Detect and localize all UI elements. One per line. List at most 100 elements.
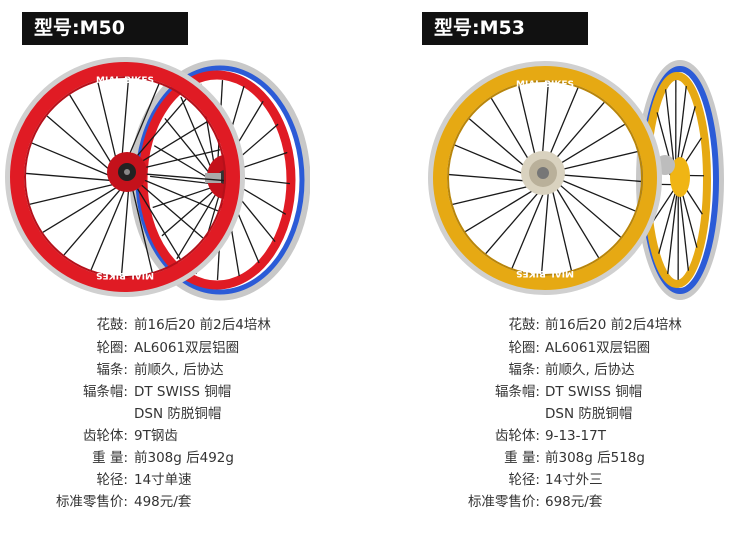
spec-value: 698元/套 (545, 494, 603, 510)
spoke (69, 94, 116, 171)
spoke (176, 191, 218, 260)
spec-row: 轮径: 14寸单速 (0, 469, 375, 491)
spec-label: 花鼓: (508, 317, 540, 333)
spoke (124, 83, 160, 166)
spoke (153, 145, 212, 181)
spec-value: 前16后20 前2后4培林 (545, 317, 682, 333)
spec-row: 标准零售价: 498元/套 (0, 491, 375, 513)
spec-row: 花鼓: 前16后20 前2后4培林 (375, 314, 750, 336)
product-card-m50: 型号:M50 MIAL BIKES MIAL BIKES 花鼓: 前16后20 前… (0, 12, 375, 513)
spoke (452, 184, 536, 206)
spoke (553, 184, 600, 258)
front-wheel: MIAL BIKES MIAL BIKES (428, 61, 662, 295)
spoke (485, 188, 542, 255)
spoke (136, 172, 224, 182)
spec-row: 花鼓: 前16后20 前2后4培林 (0, 314, 375, 336)
spoke (131, 121, 208, 168)
spec-row: 辐条帽: DT SWISS 铜帽 (375, 381, 750, 403)
spoke (667, 191, 678, 275)
spec-row: 轮径: 14寸外三 (375, 469, 750, 491)
spoke (664, 89, 676, 172)
spec-label: 重 量: (92, 450, 128, 466)
spec-value: DT SWISS 铜帽 (545, 384, 643, 400)
model-title: 型号:M50 (22, 12, 188, 45)
spec-value: 前308g 后518g (545, 450, 645, 466)
spec-value: 14寸外三 (545, 472, 603, 488)
spoke (120, 78, 130, 166)
spec-row: 重 量: 前308g 后492g (0, 447, 375, 469)
spoke (540, 188, 550, 274)
spec-value: 前顺久, 后协达 (545, 362, 635, 378)
rim-brand-bottom: MIAL BIKES (96, 270, 154, 280)
spec-value: DSN 防脱铜帽 (134, 406, 222, 422)
spec-label: 标准零售价: (467, 494, 540, 510)
spec-value: AL6061双层铝圈 (545, 340, 651, 356)
spec-row: 辐条: 前顺久, 后协达 (0, 359, 375, 381)
spoke (26, 172, 114, 182)
rim-brand-bottom: MIAL BIKES (516, 268, 574, 278)
spoke (31, 142, 114, 178)
spec-value: 前308g 后492g (134, 450, 234, 466)
spoke (678, 188, 690, 271)
spec-value: 498元/套 (134, 494, 192, 510)
spoke (134, 183, 181, 260)
spec-row: 齿轮体: 9T钢齿 (0, 425, 375, 447)
spec-label: 轮径: (508, 472, 540, 488)
spoke (152, 186, 214, 209)
spec-label: 轮径: (96, 472, 128, 488)
spoke (556, 177, 636, 212)
rim-brand-top: MIAL BIKES (96, 76, 154, 86)
spec-row: 轮圈: AL6061双层铝圈 (375, 337, 750, 359)
spoke (511, 189, 546, 269)
spoke (658, 190, 677, 254)
spoke (465, 186, 539, 233)
spoke (161, 189, 216, 237)
spoke (180, 96, 214, 174)
front-wheel: MIAL BIKES MIAL BIKES (5, 57, 245, 297)
spec-value: DT SWISS 铜帽 (134, 384, 232, 400)
spoke (164, 117, 213, 177)
spec-label: 重 量: (504, 450, 540, 466)
spoke (134, 149, 221, 171)
spec-value: 9-13-17T (545, 428, 606, 444)
spoke (551, 187, 573, 271)
spec-value: 前16后20 前2后4培林 (134, 317, 271, 333)
spec-row: 辐条: 前顺久, 后协达 (375, 359, 750, 381)
spec-row: 重 量: 前308g 后518g (375, 447, 750, 469)
spec-label: 辐条帽: (494, 384, 540, 400)
spec-row: 标准零售价: 698元/套 (375, 491, 750, 513)
spec-row: DSN 防脱铜帽 (375, 403, 750, 425)
spoke (90, 188, 126, 271)
spoke (551, 123, 625, 170)
spec-label: 齿轮体: (494, 428, 540, 444)
spoke (63, 187, 122, 256)
spec-label: 辐条帽: (82, 384, 128, 400)
rear-wheel (636, 60, 724, 300)
spoke (97, 81, 119, 168)
wheel-set-image: MIAL BIKES MIAL BIKES (428, 60, 724, 300)
spoke (555, 181, 622, 238)
spec-value: 前顺久, 后协达 (134, 362, 224, 378)
spoke (554, 150, 638, 172)
spec-label: 轮圈: (508, 340, 540, 356)
spec-row: DSN 防脱铜帽 (0, 403, 375, 425)
model-title: 型号:M53 (422, 12, 588, 45)
spoke (135, 180, 204, 239)
spoke (149, 175, 213, 185)
spec-value: AL6061双层铝圈 (134, 340, 240, 356)
spoke (29, 183, 116, 205)
spec-label: 辐条: (96, 362, 128, 378)
spoke (136, 176, 219, 212)
spec-label: 辐条: (508, 362, 540, 378)
wheel-set-image: MIAL BIKES MIAL BIKES (5, 57, 310, 301)
spoke (120, 188, 130, 276)
spec-row: 齿轮体: 9-13-17T (375, 425, 750, 447)
spec-label: 花鼓: (96, 317, 128, 333)
product-card-m53: 型号:M53 MIAL BIKES MIAL BIKES 花鼓: 前16后20 前… (375, 0, 750, 547)
spoke (128, 98, 187, 167)
spoke (548, 101, 605, 168)
spec-value: 9T钢齿 (134, 428, 178, 444)
spec-row: 辐条帽: DT SWISS 铜帽 (0, 381, 375, 403)
spoke (131, 186, 153, 273)
spoke (651, 188, 676, 223)
